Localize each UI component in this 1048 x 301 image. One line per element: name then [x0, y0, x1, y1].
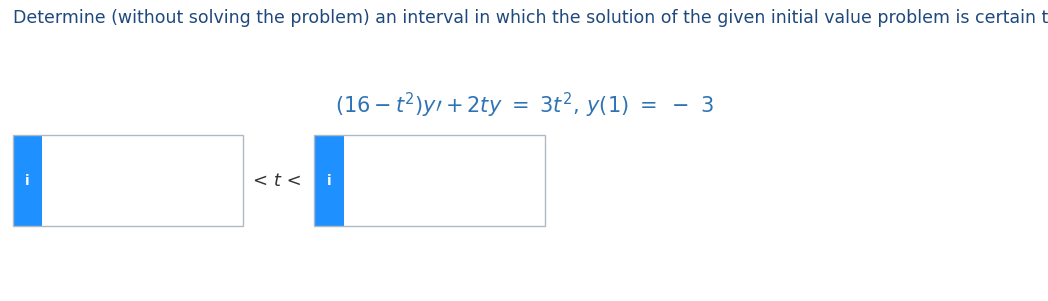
FancyBboxPatch shape: [42, 135, 243, 226]
FancyBboxPatch shape: [13, 135, 42, 226]
Text: Determine (without solving the problem) an interval in which the solution of the: Determine (without solving the problem) …: [13, 9, 1048, 27]
Text: $(16-t^2)y\prime + 2ty\ =\ 3t^2,\, y(1)\ =\ -\ 3$: $(16-t^2)y\prime + 2ty\ =\ 3t^2,\, y(1)\…: [334, 90, 714, 119]
Text: < t <: < t <: [254, 172, 302, 190]
FancyBboxPatch shape: [344, 135, 545, 226]
Text: i: i: [327, 174, 331, 188]
Text: i: i: [25, 174, 29, 188]
FancyBboxPatch shape: [314, 135, 344, 226]
